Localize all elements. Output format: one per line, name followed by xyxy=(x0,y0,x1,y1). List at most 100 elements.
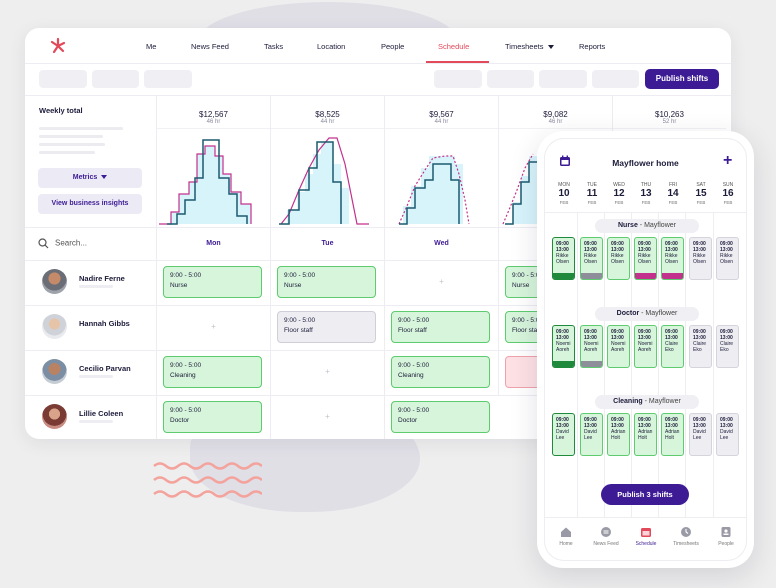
mobile-shift-card[interactable]: 09:00 13:00 Rikke Olsen xyxy=(607,237,630,280)
schedule-cell[interactable]: + xyxy=(156,306,270,351)
metrics-dropdown[interactable]: Metrics xyxy=(38,168,142,188)
mobile-shift-card[interactable]: 09:00 13:00 Rikke Olsen xyxy=(634,237,657,280)
publish-3-shifts-button[interactable]: Publish 3 shifts xyxy=(601,484,689,505)
shift-card[interactable]: 9:00 - 5:00 Floor staff xyxy=(277,311,376,343)
schedule-cell[interactable]: 9:00 - 5:00 Nurse xyxy=(156,261,270,306)
day-header-sat[interactable]: SAT 15 FEB xyxy=(688,182,714,205)
employee-name[interactable]: Hannah Gibbs xyxy=(79,319,130,328)
nav-people[interactable]: People xyxy=(381,42,405,51)
view-business-insights-button[interactable]: View business insights xyxy=(38,194,142,214)
nav-location[interactable]: Location xyxy=(317,42,346,51)
top-navigation: Me News Feed Tasks Location People Sched… xyxy=(25,28,731,64)
shift-start-time: 09:00 xyxy=(611,417,624,423)
day-hours: 52 hr xyxy=(662,119,677,125)
avatar[interactable] xyxy=(42,404,67,429)
column-header-wed: Wed xyxy=(384,228,498,260)
search-box[interactable]: Search... xyxy=(38,238,87,249)
schedule-cell[interactable]: 9:00 - 5:00 Cleaning xyxy=(156,351,270,396)
add-shift-icon[interactable]: + xyxy=(211,322,216,331)
shift-card[interactable]: 9:00 - 5:00 Cleaning xyxy=(391,356,490,388)
mobile-shift-card[interactable]: 09:00 13:00 Claire Eko xyxy=(661,325,684,368)
mobile-shift-card[interactable]: 09:00 13:00 Rikke Olsen xyxy=(661,237,684,280)
mobile-shift-card[interactable]: 09:00 13:00 Rikke Olsen xyxy=(689,237,712,280)
employee-name[interactable]: Cecilio Parvan xyxy=(79,364,131,373)
shift-card[interactable]: 9:00 - 5:00 Doctor xyxy=(391,401,490,433)
mobile-shift-card[interactable]: 09:00 13:00 David Lee xyxy=(689,413,712,456)
toolbar-action[interactable] xyxy=(539,70,587,88)
mobile-shift-card[interactable]: 09:00 13:00 Noemi Aoreh xyxy=(580,325,603,368)
toolbar-action[interactable] xyxy=(487,70,534,88)
mobile-shift-card[interactable]: 09:00 13:00 Claire Eko xyxy=(689,325,712,368)
schedule-cell[interactable]: 9:00 - 5:00 Floor staff xyxy=(384,306,498,351)
nav-timesheets[interactable]: Timesheets xyxy=(505,42,554,51)
nav-news-feed[interactable]: News Feed xyxy=(191,42,229,51)
day-header-fri[interactable]: FRI 14 FEB xyxy=(660,182,686,205)
schedule-cell[interactable]: 9:00 - 5:00 Cleaning xyxy=(384,351,498,396)
schedule-cell[interactable]: + xyxy=(270,396,384,439)
mobile-shift-card[interactable]: 09:00 13:00 Adrian Holt xyxy=(607,413,630,456)
mobile-shift-card[interactable]: 09:00 13:00 Noemi Aoreh xyxy=(552,325,575,368)
add-shift-icon[interactable]: + xyxy=(439,277,444,286)
nav-reports[interactable]: Reports xyxy=(579,42,606,51)
schedule-cell[interactable]: 9:00 - 5:00 Doctor xyxy=(156,396,270,439)
tab-schedule[interactable]: Schedule xyxy=(626,526,666,547)
mobile-shift-card[interactable]: 09:00 13:00 Rikke Olsen xyxy=(580,237,603,280)
shift-card[interactable]: 9:00 - 5:00 Cleaning xyxy=(163,356,262,388)
add-icon[interactable]: + xyxy=(723,152,733,169)
tab-timesheets[interactable]: Timesheets xyxy=(666,526,706,547)
mobile-shift-card[interactable]: 09:00 13:00 Noemi Aoreh xyxy=(607,325,630,368)
calendar-icon[interactable] xyxy=(559,155,571,167)
brand-logo-icon[interactable] xyxy=(48,36,68,56)
employee-name[interactable]: Lillie Coleen xyxy=(79,409,124,418)
shift-card[interactable]: 9:00 - 5:00 Nurse xyxy=(277,266,376,298)
shift-card[interactable]: 9:00 - 5:00 Floor staff xyxy=(391,311,490,343)
publish-shifts-button[interactable]: Publish shifts xyxy=(645,69,719,89)
shift-card[interactable]: 9:00 - 5:00 Nurse xyxy=(163,266,262,298)
toolbar-action[interactable] xyxy=(592,70,639,88)
placeholder-line xyxy=(39,151,95,154)
mobile-shift-card[interactable]: 09:00 13:00 David Lee xyxy=(552,413,575,456)
day-header-tue[interactable]: TUE 11 FEB xyxy=(579,182,605,205)
schedule-cell[interactable]: 9:00 - 5:00 Floor staff xyxy=(270,306,384,351)
shift-role: Floor staff xyxy=(284,327,313,334)
schedule-cell[interactable]: + xyxy=(384,261,498,306)
mobile-shift-card[interactable]: 09:00 13:00 Rikke Olsen xyxy=(716,237,739,280)
day-month: FEB xyxy=(668,200,678,205)
day-header-wed[interactable]: WED 12 FEB xyxy=(606,182,632,205)
add-shift-icon[interactable]: + xyxy=(325,412,330,421)
avatar[interactable] xyxy=(42,359,67,384)
mobile-shift-card[interactable]: 09:00 13:00 Adrian Holt xyxy=(661,413,684,456)
employee-name[interactable]: Nadire Ferne xyxy=(79,274,125,283)
shift-time: 9:00 - 5:00 xyxy=(398,317,430,324)
active-tab-indicator xyxy=(426,61,489,63)
tab-home[interactable]: Home xyxy=(546,526,586,547)
mobile-shift-card[interactable]: 09:00 13:00 Adrian Holt xyxy=(634,413,657,456)
employee-last-name: Holt xyxy=(611,435,620,441)
mobile-shift-card[interactable]: 09:00 13:00 Noemi Aoreh xyxy=(634,325,657,368)
mobile-shift-card[interactable]: 09:00 13:00 David Lee xyxy=(580,413,603,456)
day-header-thu[interactable]: THU 13 FEB xyxy=(633,182,659,205)
shift-card[interactable]: 9:00 - 5:00 Doctor xyxy=(163,401,262,433)
nav-tasks[interactable]: Tasks xyxy=(264,42,284,51)
toolbar-filter[interactable] xyxy=(92,70,139,88)
toolbar-action[interactable] xyxy=(434,70,482,88)
day-header-mon[interactable]: MON 10 FEB xyxy=(551,182,577,205)
add-shift-icon[interactable]: + xyxy=(325,367,330,376)
day-name: SUN xyxy=(722,182,734,188)
toolbar-filter[interactable] xyxy=(144,70,192,88)
avatar[interactable] xyxy=(42,269,67,294)
mobile-shift-card[interactable]: 09:00 13:00 David Lee xyxy=(716,413,739,456)
schedule-cell[interactable]: 9:00 - 5:00 Nurse xyxy=(270,261,384,306)
tab-news-feed[interactable]: News Feed xyxy=(586,526,626,547)
nav-schedule[interactable]: Schedule xyxy=(438,42,470,51)
schedule-cell[interactable]: + xyxy=(270,351,384,396)
mobile-shift-card[interactable]: 09:00 13:00 Rikke Olsen xyxy=(552,237,575,280)
schedule-cell[interactable]: 9:00 - 5:00 Doctor xyxy=(384,396,498,439)
day-header-sun[interactable]: SUN 16 FEB xyxy=(715,182,741,205)
toolbar-filter[interactable] xyxy=(39,70,87,88)
nav-me[interactable]: Me xyxy=(146,42,157,51)
mobile-shift-card[interactable]: 09:00 13:00 Claire Eko xyxy=(716,325,739,368)
tab-people[interactable]: People xyxy=(706,526,746,547)
avatar[interactable] xyxy=(42,314,67,339)
search-input[interactable]: Search... xyxy=(55,238,88,248)
